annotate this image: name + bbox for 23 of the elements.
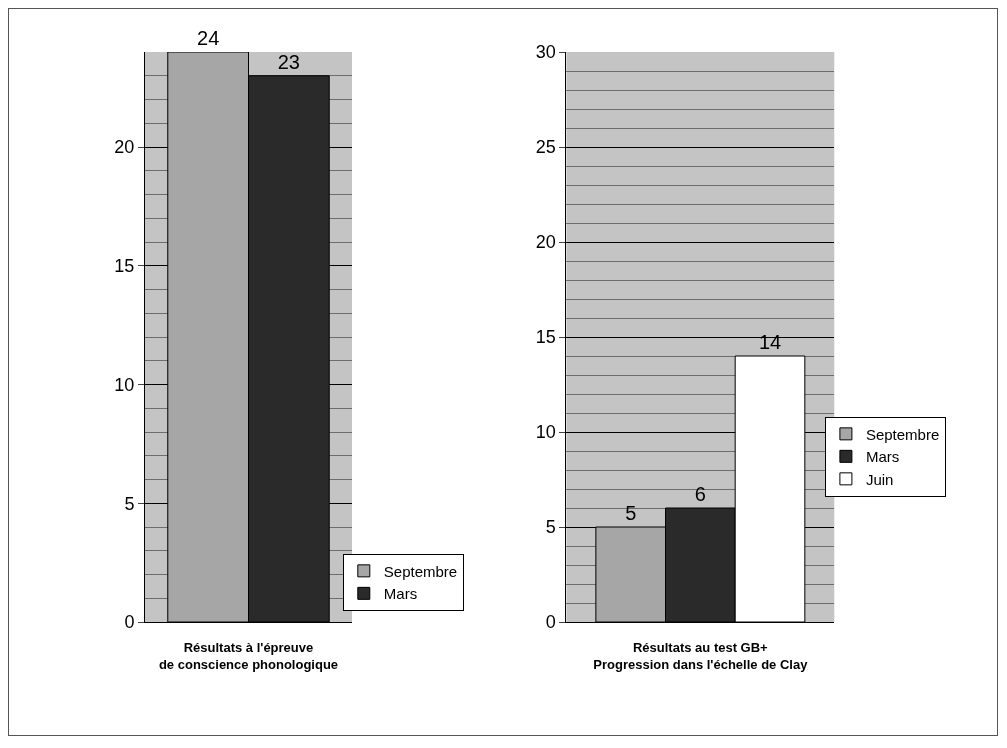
x-axis-title: Résultats à l'épreuve de conscience phonologique [158,640,339,672]
x-axis-title: Résultats au test GB+ Progression dans l'échelle de Clay [593,640,809,672]
y-tick-label: 20 [114,137,135,158]
data-label: 5 [625,502,637,524]
y-tick-label: 20 [535,232,556,253]
y-tick-label: 0 [545,612,556,633]
y-tick-label: 15 [535,327,556,348]
y-tick-label: 30 [535,42,556,63]
legend-label: Mars [383,585,418,603]
data-label: 23 [277,50,300,73]
data-label: 24 [197,27,220,49]
data-label: 6 [694,483,706,505]
y-tick-label: 5 [545,517,556,538]
y-tick-label: 0 [124,612,135,633]
y-tick-label: 10 [114,374,135,395]
y-tick-label: 5 [124,493,135,514]
legend-label: Juin [865,470,894,488]
legend-label: Mars [865,448,900,466]
legend-label: Septembre [383,562,458,580]
y-tick-label: 10 [535,422,556,443]
y-tick-label: 25 [535,137,556,158]
legend-label: Septembre [865,425,940,443]
y-tick-label: 15 [114,256,135,277]
